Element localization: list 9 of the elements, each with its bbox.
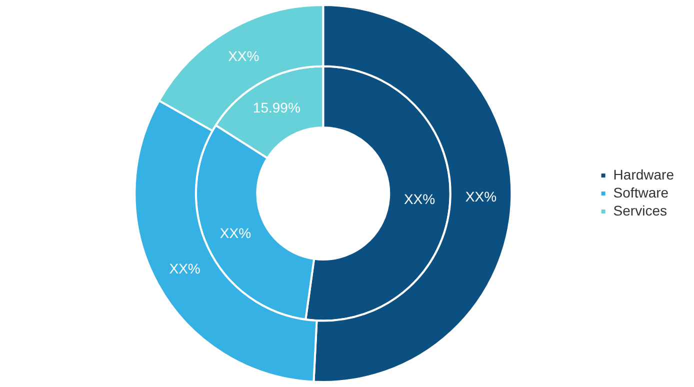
data-label: XX% xyxy=(465,188,497,204)
legend-label: Hardware xyxy=(613,166,674,182)
data-label: 15.99% xyxy=(252,100,300,116)
data-label: XX% xyxy=(169,260,200,276)
data-label: XX% xyxy=(220,224,252,241)
legend-label: Software xyxy=(613,184,669,200)
legend-label: Services xyxy=(613,202,667,218)
data-label: XX% xyxy=(228,48,260,64)
data-label: XX% xyxy=(404,191,436,208)
